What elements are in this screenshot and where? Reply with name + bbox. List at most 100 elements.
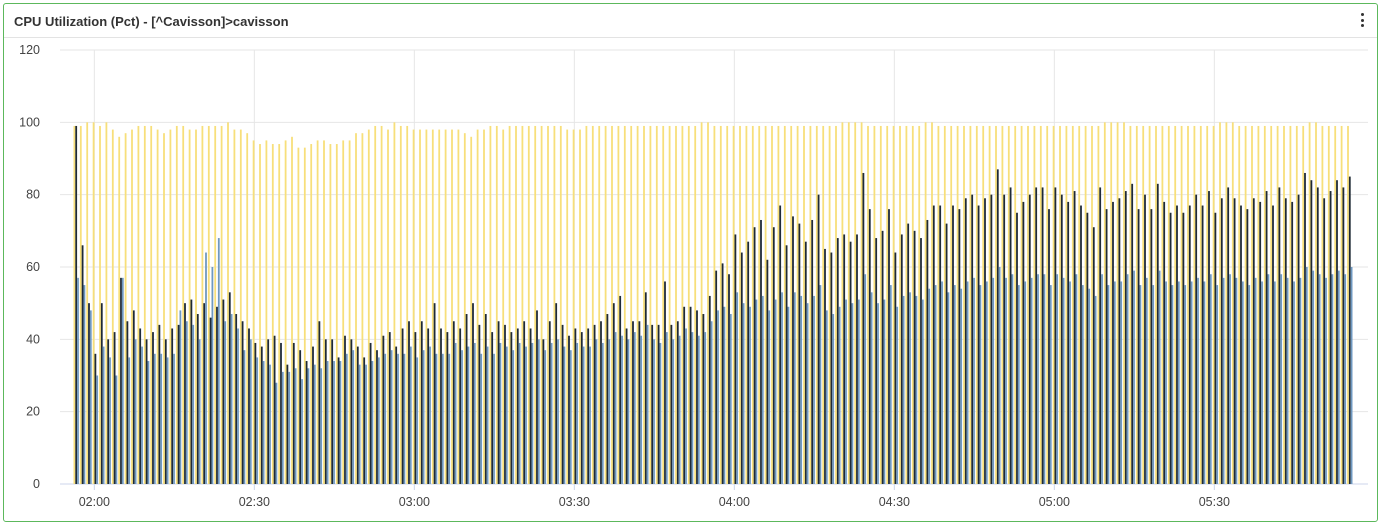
bar-series-2 (1003, 194, 1006, 485)
bar-series-2 (292, 342, 295, 484)
bar-series-2 (811, 219, 814, 485)
bar-series-3 (768, 310, 771, 484)
bar-series-1 (131, 129, 133, 484)
bar-series-2 (305, 361, 308, 484)
bar-series-1 (348, 140, 351, 485)
bar-series-3 (928, 288, 931, 484)
bar-series-2 (280, 342, 282, 484)
bar-series-1 (585, 125, 588, 484)
bar-series-2 (542, 339, 545, 484)
bar-series-1 (425, 129, 428, 484)
bar-series-1 (1225, 122, 1228, 484)
bar-series-1 (598, 125, 601, 484)
bar-series-3 (704, 332, 707, 484)
bar-series-3 (1318, 274, 1321, 484)
bar-series-2 (804, 241, 807, 484)
bar-series-2 (1208, 191, 1210, 485)
bar-series-2 (126, 321, 129, 484)
bar-series-2 (536, 310, 538, 484)
bar-series-2 (254, 342, 257, 484)
bar-series-1 (854, 122, 857, 484)
bar-series-3 (288, 371, 291, 484)
bar-series-3 (1062, 277, 1065, 484)
bar-series-2 (1067, 201, 1070, 484)
more-vertical-icon[interactable] (1357, 11, 1367, 29)
bar-series-3 (384, 353, 387, 484)
bar-series-1 (764, 125, 767, 484)
bar-series-1 (1238, 125, 1241, 484)
bar-series-2 (657, 324, 660, 484)
bar-series-1 (399, 125, 402, 484)
bar-series-2 (1214, 212, 1217, 484)
bar-series-1 (707, 122, 709, 484)
bar-series-1 (617, 125, 620, 484)
bar-series-1 (1142, 125, 1145, 484)
bar-series-2 (1035, 187, 1038, 484)
bar-series-1 (367, 129, 370, 484)
bar-series-1 (828, 125, 831, 484)
bar-series-2 (932, 205, 935, 484)
bar-series-3 (781, 292, 783, 484)
bar-series-3 (851, 303, 854, 484)
bar-series-2 (248, 328, 250, 484)
bar-series-3 (211, 267, 214, 484)
bar-series-3 (1261, 281, 1263, 484)
bar-series-1 (790, 125, 793, 484)
bar-series-2 (1233, 198, 1236, 484)
bar-series-1 (918, 125, 921, 484)
bar-series-3 (985, 281, 988, 484)
bar-series-1 (259, 144, 261, 484)
bar-series-1 (1327, 125, 1330, 484)
bar-series-2 (510, 332, 513, 484)
bar-series-3 (1203, 281, 1206, 484)
bar-series-2 (177, 324, 180, 484)
bar-series-3 (1299, 277, 1302, 484)
bar-series-3 (313, 364, 316, 484)
bar-series-3 (1190, 281, 1193, 484)
bar-series-2 (350, 339, 353, 484)
bar-series-3 (403, 353, 406, 484)
bar-series-2 (574, 328, 577, 484)
bar-series-3 (819, 285, 822, 484)
bar-series-3 (889, 285, 892, 484)
bar-series-3 (563, 346, 566, 484)
bar-series-1 (278, 144, 281, 484)
bar-series-2 (753, 227, 756, 484)
bar-series-2 (171, 328, 174, 484)
bar-series-1 (451, 129, 453, 484)
bar-series-3 (1107, 285, 1110, 484)
x-tick-label: 04:30 (879, 495, 910, 509)
bar-series-1 (687, 125, 690, 484)
bar-series-2 (721, 263, 724, 484)
bar-series-2 (766, 259, 769, 484)
bar-series-3 (390, 350, 393, 484)
bar-series-1 (310, 144, 313, 484)
bar-series-3 (1177, 281, 1180, 484)
bar-series-1 (483, 129, 485, 484)
bar-series-1 (956, 125, 959, 484)
bar-series-3 (301, 379, 303, 484)
bar-series-2 (664, 281, 666, 484)
bar-series-3 (512, 350, 515, 484)
bar-series-2 (1316, 187, 1319, 484)
bar-series-1 (713, 125, 716, 484)
bar-series-2 (516, 328, 519, 484)
bar-series-1 (182, 125, 185, 484)
bar-series-1 (412, 129, 415, 484)
bar-series-1 (86, 122, 89, 484)
bar-series-3 (493, 353, 495, 484)
bar-series-1 (444, 129, 447, 484)
bar-series-3 (173, 353, 175, 484)
bar-series-3 (441, 353, 444, 484)
bar-series-1 (719, 125, 722, 484)
bar-series-2 (728, 274, 730, 484)
bar-series-2 (356, 346, 359, 484)
bar-series-3 (461, 350, 463, 484)
bar-series-1 (1263, 125, 1266, 484)
bar-series-3 (505, 346, 508, 484)
bar-series-3 (678, 335, 681, 484)
bar-series-2 (241, 321, 244, 484)
bar-series-2 (1336, 180, 1338, 484)
y-tick-label: 80 (26, 188, 40, 202)
bar-series-1 (1155, 125, 1157, 484)
